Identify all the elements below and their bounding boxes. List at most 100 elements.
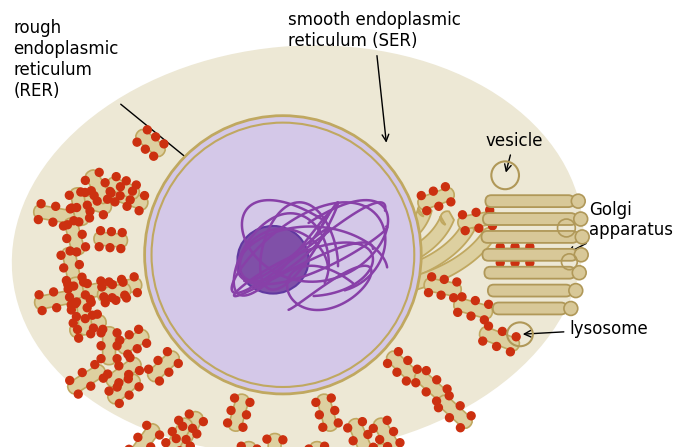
Circle shape bbox=[496, 259, 504, 267]
Circle shape bbox=[113, 383, 121, 391]
Circle shape bbox=[72, 298, 81, 306]
Circle shape bbox=[364, 431, 372, 439]
Text: lysosome: lysosome bbox=[524, 320, 648, 338]
Circle shape bbox=[179, 422, 187, 430]
Circle shape bbox=[75, 218, 83, 226]
Circle shape bbox=[141, 145, 150, 153]
Circle shape bbox=[86, 214, 93, 222]
PathPatch shape bbox=[86, 170, 111, 203]
Circle shape bbox=[383, 416, 391, 424]
Circle shape bbox=[63, 276, 70, 284]
Circle shape bbox=[49, 288, 58, 296]
Circle shape bbox=[68, 306, 75, 314]
Circle shape bbox=[112, 172, 120, 181]
Circle shape bbox=[182, 435, 190, 444]
Circle shape bbox=[242, 411, 251, 419]
Circle shape bbox=[65, 293, 74, 301]
Circle shape bbox=[63, 235, 71, 242]
PathPatch shape bbox=[349, 418, 372, 448]
Circle shape bbox=[141, 192, 148, 199]
Circle shape bbox=[113, 355, 121, 362]
Circle shape bbox=[486, 206, 493, 214]
PathPatch shape bbox=[111, 188, 148, 210]
Circle shape bbox=[376, 435, 383, 444]
Circle shape bbox=[119, 278, 127, 286]
Circle shape bbox=[441, 276, 448, 284]
Circle shape bbox=[121, 291, 129, 299]
Circle shape bbox=[100, 374, 107, 382]
Circle shape bbox=[237, 442, 245, 448]
Text: smooth endoplasmic
reticulum (SER): smooth endoplasmic reticulum (SER) bbox=[288, 11, 461, 141]
Circle shape bbox=[253, 445, 261, 448]
Circle shape bbox=[135, 207, 143, 215]
PathPatch shape bbox=[33, 205, 75, 223]
Circle shape bbox=[122, 177, 130, 185]
PathPatch shape bbox=[374, 418, 400, 448]
Polygon shape bbox=[198, 228, 496, 300]
Circle shape bbox=[91, 361, 99, 369]
Circle shape bbox=[435, 202, 443, 210]
Circle shape bbox=[433, 397, 441, 405]
Ellipse shape bbox=[237, 226, 308, 293]
Circle shape bbox=[496, 243, 504, 251]
Circle shape bbox=[246, 398, 254, 406]
Circle shape bbox=[106, 188, 114, 195]
Circle shape bbox=[457, 402, 464, 410]
PathPatch shape bbox=[437, 395, 472, 428]
Circle shape bbox=[86, 207, 94, 215]
Circle shape bbox=[512, 333, 520, 341]
Circle shape bbox=[130, 273, 138, 281]
Circle shape bbox=[72, 313, 80, 321]
Circle shape bbox=[176, 447, 184, 448]
Circle shape bbox=[78, 273, 86, 281]
Circle shape bbox=[107, 228, 116, 236]
Circle shape bbox=[165, 368, 173, 376]
PathPatch shape bbox=[107, 177, 139, 199]
Circle shape bbox=[118, 228, 126, 237]
Circle shape bbox=[64, 280, 72, 289]
Circle shape bbox=[279, 436, 287, 444]
Circle shape bbox=[569, 284, 583, 297]
PathPatch shape bbox=[77, 297, 92, 335]
Circle shape bbox=[422, 388, 430, 396]
Circle shape bbox=[480, 316, 489, 324]
Circle shape bbox=[87, 298, 95, 306]
PathPatch shape bbox=[229, 394, 248, 431]
Circle shape bbox=[511, 243, 519, 251]
Circle shape bbox=[86, 295, 94, 303]
Circle shape bbox=[479, 337, 487, 345]
Circle shape bbox=[172, 435, 180, 443]
PathPatch shape bbox=[108, 374, 141, 404]
Circle shape bbox=[125, 445, 133, 448]
Circle shape bbox=[81, 314, 89, 323]
Circle shape bbox=[458, 293, 466, 301]
Circle shape bbox=[90, 192, 98, 199]
Circle shape bbox=[35, 291, 43, 299]
Circle shape bbox=[66, 376, 74, 384]
PathPatch shape bbox=[424, 278, 461, 296]
Circle shape bbox=[84, 280, 91, 288]
Circle shape bbox=[134, 433, 142, 441]
PathPatch shape bbox=[484, 267, 576, 279]
Circle shape bbox=[383, 359, 391, 367]
Circle shape bbox=[152, 133, 159, 141]
Circle shape bbox=[64, 285, 72, 293]
Circle shape bbox=[185, 410, 193, 418]
Circle shape bbox=[493, 342, 500, 350]
PathPatch shape bbox=[70, 315, 106, 337]
Circle shape bbox=[327, 394, 335, 402]
Circle shape bbox=[143, 126, 151, 134]
Circle shape bbox=[95, 168, 103, 177]
Circle shape bbox=[136, 366, 143, 375]
Circle shape bbox=[53, 304, 61, 312]
Circle shape bbox=[484, 300, 493, 308]
Circle shape bbox=[574, 212, 587, 226]
PathPatch shape bbox=[493, 302, 567, 314]
PathPatch shape bbox=[35, 290, 76, 309]
PathPatch shape bbox=[68, 365, 105, 394]
Circle shape bbox=[126, 353, 134, 362]
Circle shape bbox=[150, 152, 157, 160]
Circle shape bbox=[383, 443, 392, 448]
Circle shape bbox=[471, 297, 480, 305]
PathPatch shape bbox=[317, 394, 337, 431]
